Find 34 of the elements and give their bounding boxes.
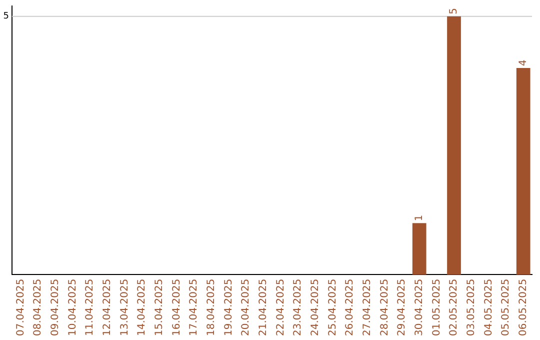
x-tick-label: 03.05.2025: [466, 278, 477, 336]
x-tick-label: 26.04.2025: [344, 278, 356, 336]
x-tick-label: 19.04.2025: [223, 278, 234, 336]
x-tick-label: 29.04.2025: [396, 278, 408, 336]
x-tick-label: 13.04.2025: [119, 278, 130, 336]
x-tick-label: 05.05.2025: [500, 278, 512, 336]
x-tick-label: 27.04.2025: [362, 278, 373, 336]
x-tick-label: 23.04.2025: [292, 278, 304, 336]
x-tick-label: 12.04.2025: [102, 278, 113, 336]
x-tick-label: 18.04.2025: [206, 278, 217, 336]
x-tick-label: 02.05.2025: [448, 278, 460, 336]
x-tick-label: 04.05.2025: [483, 278, 494, 336]
x-tick-label: 07.04.2025: [15, 278, 26, 336]
x-tick-label: 24.04.2025: [310, 278, 321, 336]
x-tick-label: 06.05.2025: [518, 278, 529, 336]
x-tick-label: 30.04.2025: [414, 278, 425, 336]
x-tick-label: 08.04.2025: [32, 278, 44, 336]
ref-line-label: 5: [3, 12, 9, 22]
data-label: 1: [414, 214, 425, 222]
x-tick-label: 20.04.2025: [240, 278, 252, 336]
x-tick-label: 01.05.2025: [431, 278, 442, 336]
x-tick-label: 09.04.2025: [50, 278, 61, 336]
x-tick-label: 11.04.2025: [84, 278, 96, 336]
x-tick-label: 15.04.2025: [154, 278, 165, 336]
x-tick-label: 21.04.2025: [258, 278, 269, 336]
x-tick-label: 14.04.2025: [136, 278, 148, 336]
x-tick-label: 28.04.2025: [379, 278, 390, 336]
x-tick-label: 17.04.2025: [188, 278, 200, 336]
data-label: 5: [448, 8, 460, 14]
data-label: 4: [518, 60, 529, 66]
x-tick-label: 25.04.2025: [327, 278, 338, 336]
x-tick-label: 16.04.2025: [171, 278, 182, 336]
x-tick-label: 10.04.2025: [67, 278, 78, 336]
x-tick-label: 22.04.2025: [275, 278, 286, 336]
